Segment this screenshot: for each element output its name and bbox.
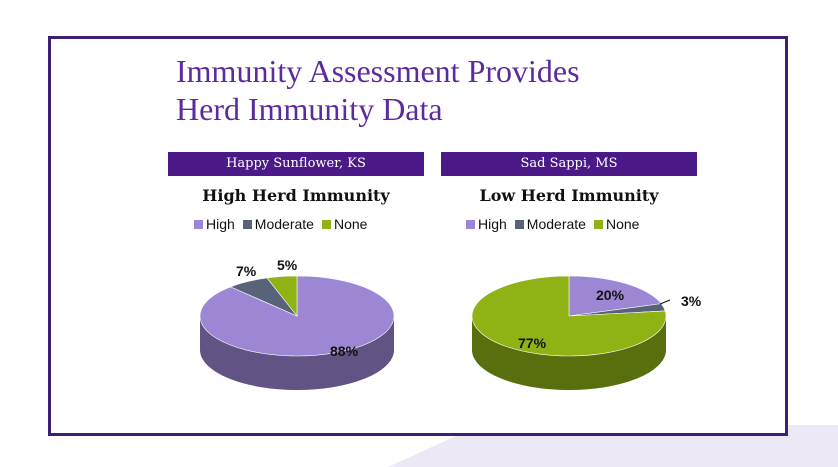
location-banner: Sad Sappi, MS [441, 152, 697, 176]
chart-title: High Herd Immunity [202, 186, 390, 205]
pie-slice-high [199, 275, 395, 357]
legend-item-high: High [466, 216, 507, 232]
legend-item-high: High [194, 216, 235, 232]
legend-item-none: None [593, 216, 640, 232]
legend-label-high: High [206, 216, 235, 232]
legend-swatch-moderate [514, 219, 524, 229]
pie-chart-2: 20% 3% 77% [471, 275, 702, 390]
location-banner: Happy Sunflower, KS [168, 152, 424, 176]
legend-swatch-none [321, 219, 331, 229]
legend-label-moderate: Moderate [254, 216, 314, 232]
pie-slice-none [266, 275, 298, 317]
leader-line-moderate [659, 299, 671, 305]
title-line-2: Herd Immunity Data [176, 91, 443, 127]
data-label-moderate: 7% [236, 263, 257, 279]
legend-label-none: None [605, 216, 640, 232]
pie-side-none [472, 316, 666, 390]
legend-swatch-high [194, 219, 203, 229]
pie-slice-high [568, 275, 662, 317]
legend-item-moderate: Moderate [514, 216, 586, 232]
slide-title: Immunity Assessment Provides Herd Immuni… [176, 52, 580, 128]
legend-swatch-moderate [242, 219, 252, 229]
title-line-1: Immunity Assessment Provides [176, 53, 580, 89]
legend-swatch-high [466, 219, 475, 229]
pie-side-high [200, 316, 394, 390]
chart-legend: High Moderate None [194, 216, 367, 232]
legend-label-moderate: Moderate [526, 216, 586, 232]
data-label-none: 5% [277, 257, 298, 273]
data-label-none: 77% [518, 335, 547, 351]
pie-slice-none [471, 275, 667, 357]
legend-item-none: None [321, 216, 368, 232]
chart-legend: High Moderate None [466, 216, 639, 232]
data-label-moderate: 3% [681, 293, 702, 309]
legend-swatch-none [593, 219, 603, 229]
chart-panel-happy-sunflower: Happy Sunflower, KS [168, 152, 424, 176]
chart-panel-sad-sappi: Sad Sappi, MS [441, 152, 697, 176]
legend-label-high: High [478, 216, 507, 232]
pie-chart-1: 88% 7% 5% [199, 257, 395, 390]
data-label-high: 88% [330, 343, 359, 359]
chart-title: Low Herd Immunity [479, 186, 659, 205]
legend-item-moderate: Moderate [242, 216, 314, 232]
data-label-high: 20% [596, 287, 625, 303]
legend-label-none: None [333, 216, 368, 232]
slide-frame [48, 36, 788, 436]
